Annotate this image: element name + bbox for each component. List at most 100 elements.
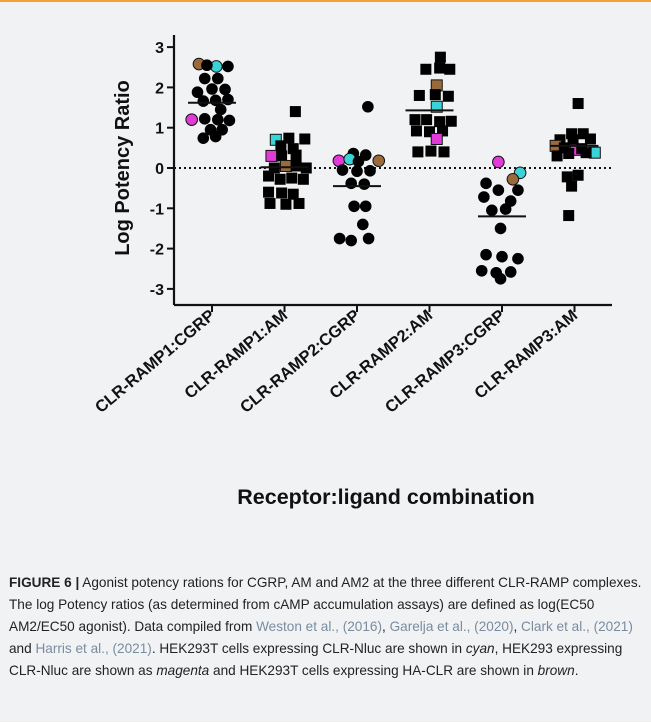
- data-points: [185, 51, 601, 285]
- data-point-square: [287, 143, 299, 155]
- data-point-circle: [492, 184, 505, 196]
- data-point-square: [566, 128, 578, 140]
- data-point-square: [290, 149, 302, 161]
- data-point-circle: [496, 250, 508, 263]
- data-point-square: [263, 170, 275, 182]
- data-point-square: [410, 125, 422, 137]
- y-tick-label: -1: [150, 201, 164, 218]
- caption-text: . HEK293T cells expressing CLR-Nluc are …: [151, 641, 466, 656]
- data-point-circle: [206, 83, 218, 95]
- caption-text: and HEK293T cells expressing HA-CLR are …: [209, 663, 538, 678]
- data-point-square: [425, 145, 437, 157]
- caption-text: Agonist potency rations for CGRP, AM and…: [9, 575, 642, 634]
- data-point-square: [264, 197, 276, 209]
- data-point-circle: [486, 204, 498, 217]
- data-point-square: [290, 160, 302, 172]
- y-tick-label: 0: [155, 161, 164, 178]
- data-point-square: [430, 100, 443, 113]
- data-point-circle: [492, 155, 505, 169]
- y-tick-label: 3: [155, 40, 164, 57]
- data-point-square: [263, 186, 275, 198]
- y-tick-label: 2: [155, 80, 164, 97]
- data-point-square: [438, 146, 450, 158]
- data-point-square: [276, 187, 288, 199]
- y-tick-label: 1: [155, 121, 164, 138]
- data-point-circle: [198, 113, 211, 125]
- citation-link[interactable]: Weston et al., (2016): [256, 619, 382, 634]
- data-point-circle: [506, 172, 520, 186]
- data-point-square: [563, 210, 575, 222]
- data-point-circle: [480, 248, 492, 261]
- data-point-circle: [358, 178, 371, 190]
- data-point-circle: [351, 165, 363, 178]
- citation-link[interactable]: Harris et al., (2021): [35, 641, 152, 656]
- data-point-square: [409, 114, 421, 126]
- data-point-square: [444, 63, 456, 75]
- data-point-circle: [512, 252, 524, 265]
- data-point-square: [287, 188, 299, 200]
- citation-link[interactable]: Garelja et al., (2020): [389, 619, 514, 634]
- data-point-square: [558, 142, 570, 154]
- data-point-circle: [212, 113, 224, 126]
- y-axis-title: Log Potency Ratio: [112, 80, 134, 256]
- data-point-square: [554, 134, 566, 146]
- caption-text: , HEK293 expressing CLR-Nluc are shown a…: [9, 641, 623, 678]
- data-point-square: [566, 180, 578, 192]
- data-point-circle: [345, 177, 358, 190]
- data-point-square: [437, 125, 449, 137]
- data-point-circle: [197, 132, 210, 144]
- data-point-square: [299, 133, 311, 145]
- data-point-circle: [478, 191, 490, 203]
- data-point-circle: [364, 165, 376, 177]
- data-point-circle: [214, 103, 227, 116]
- data-point-circle: [480, 177, 492, 190]
- caption-text: and: [9, 641, 36, 656]
- data-point-square: [445, 115, 457, 127]
- data-point-circle: [499, 203, 512, 215]
- caption-text: ,: [382, 619, 390, 634]
- data-point-circle: [475, 264, 488, 277]
- x-tick-label: CLR-RAMP1:CGRP: [92, 306, 219, 416]
- data-point-circle: [348, 200, 360, 213]
- citation-link[interactable]: Clark et al., (2021): [521, 619, 633, 634]
- data-point-circle: [362, 232, 375, 245]
- caption-emphasis: brown: [537, 663, 575, 678]
- data-point-square: [572, 169, 584, 181]
- caption-emphasis: cyan: [465, 641, 495, 656]
- data-point-square: [289, 106, 301, 118]
- data-point-square: [434, 62, 446, 74]
- data-point-square: [551, 150, 563, 162]
- data-point-square: [274, 173, 286, 185]
- data-point-square: [265, 149, 278, 162]
- data-point-square: [421, 114, 433, 126]
- data-point-circle: [191, 86, 204, 99]
- data-point-square: [561, 171, 573, 183]
- caption-emphasis: magenta: [156, 663, 210, 678]
- caption-text: .: [574, 663, 579, 678]
- data-point-square: [572, 98, 584, 110]
- y-tick-label: -2: [150, 242, 164, 259]
- data-point-square: [283, 132, 295, 144]
- data-point-circle: [336, 164, 349, 176]
- data-point-circle: [362, 100, 374, 113]
- data-point-square: [429, 89, 441, 101]
- data-point-square: [293, 197, 305, 209]
- data-point-circle: [197, 95, 210, 107]
- data-point-square: [424, 126, 435, 138]
- data-point-square: [434, 116, 446, 128]
- data-point-square: [276, 150, 288, 162]
- y-tick-label: -3: [150, 282, 164, 299]
- data-point-square: [442, 90, 454, 102]
- data-point-square: [580, 147, 592, 159]
- data-point-square: [280, 198, 292, 210]
- data-point-square: [412, 146, 424, 158]
- data-point-square: [567, 134, 579, 146]
- scatter-chart: -3-2-10123CLR-RAMP1:CGRPCLR-RAMP1:AMCLR-…: [92, 35, 612, 509]
- data-point-circle: [512, 184, 524, 196]
- data-point-square: [286, 172, 298, 184]
- data-point-circle: [357, 218, 369, 231]
- data-point-square: [420, 63, 432, 75]
- data-point-circle: [333, 232, 346, 245]
- data-point-circle: [494, 222, 507, 235]
- x-tick-label: CLR-RAMP3:CGRP: [382, 306, 509, 416]
